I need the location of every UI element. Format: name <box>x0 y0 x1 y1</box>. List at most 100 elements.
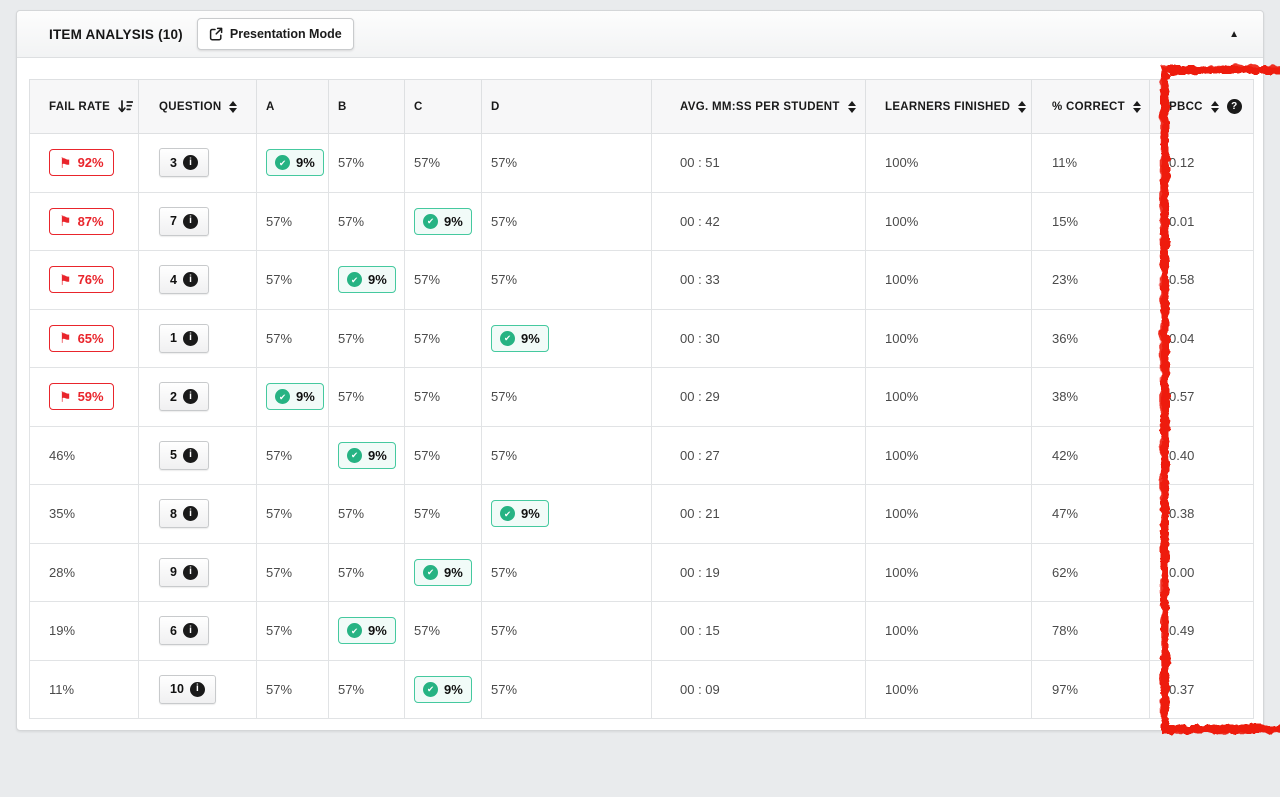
pbcc-value: 0.40 <box>1169 447 1195 463</box>
check-circle-icon: ✔ <box>423 213 438 229</box>
answer-d-cell: 57% <box>481 133 652 193</box>
flag-icon: ⚑ <box>59 271 72 288</box>
answer-value: 9% <box>368 623 387 639</box>
check-circle-icon: ✔ <box>275 389 290 405</box>
answer-value: 57% <box>338 389 365 405</box>
fail-rate-value: 59% <box>77 389 104 405</box>
fail-rate-flagged-badge: ⚑ 59% <box>49 383 114 411</box>
answer-value: 57% <box>491 623 518 639</box>
column-header-pbcc[interactable]: PBCC? <box>1149 79 1254 134</box>
pct-correct-cell: 15% <box>1031 191 1150 251</box>
question-number: 9 <box>170 565 177 580</box>
column-header-avg_time[interactable]: AVG. MM:SS PER STUDENT <box>651 79 866 134</box>
answer-a-cell: ✔ 9% <box>256 367 329 427</box>
question-number: 2 <box>170 389 177 404</box>
avg-time-value: 00 : 30 <box>680 330 720 346</box>
question-button[interactable]: 10 i <box>159 674 216 704</box>
fail-rate-value: 92% <box>77 155 104 171</box>
answer-value: 57% <box>491 155 518 171</box>
pbcc-value: 0.49 <box>1169 623 1195 639</box>
answer-value: 57% <box>414 447 441 463</box>
answer-d-cell: 57% <box>481 367 652 427</box>
check-circle-icon: ✔ <box>347 447 362 463</box>
answer-a-cell: 57% <box>256 250 329 310</box>
column-header-d: D <box>481 79 652 134</box>
learners-finished-cell: 100% <box>865 601 1032 661</box>
fail-rate-value: 65% <box>77 330 104 346</box>
answer-value: 57% <box>414 389 441 405</box>
answer-value: 9% <box>521 506 540 522</box>
avg-time-value: 00 : 51 <box>680 155 720 171</box>
answer-value: 9% <box>296 155 315 171</box>
answer-a-cell: ✔ 9% <box>256 133 329 193</box>
table-row: ⚑ 92% 3 i ✔ 9% 57% 57% 57% 00 : 51 100% 11% 0.12 <box>29 133 1254 193</box>
answer-c-cell: ✔ 9% <box>404 191 482 251</box>
answer-d-cell: 57% <box>481 601 652 661</box>
learners-finished-value: 100% <box>885 155 919 171</box>
avg-time-value: 00 : 42 <box>680 213 720 229</box>
column-header-pct_correct[interactable]: % CORRECT <box>1031 79 1150 134</box>
learners-finished-cell: 100% <box>865 425 1032 485</box>
pct-correct-cell: 36% <box>1031 308 1150 368</box>
correct-answer-badge: ✔ 9% <box>338 441 396 469</box>
avg-time-cell: 00 : 19 <box>651 542 866 602</box>
column-header-learners_finished[interactable]: LEARNERS FINISHED <box>865 79 1032 134</box>
pct-correct-value: 47% <box>1052 506 1079 522</box>
question-number: 1 <box>170 331 177 346</box>
column-header-fail_rate[interactable]: FAIL RATE <box>29 79 139 134</box>
column-label-b: B <box>338 100 347 113</box>
answer-value: 57% <box>266 330 293 346</box>
pct-correct-value: 78% <box>1052 623 1079 639</box>
table-row: 11% 10 i 57% 57% ✔ 9% 57% 00 : 09 100% 97% 0.37 <box>29 659 1254 719</box>
answer-value: 9% <box>444 564 463 580</box>
column-label-learners_finished: LEARNERS FINISHED <box>885 100 1011 113</box>
table-row: 28% 9 i 57% 57% ✔ 9% 57% 00 : 19 100% 62% 0.00 <box>29 542 1254 602</box>
learners-finished-cell: 100% <box>865 191 1032 251</box>
answer-value: 57% <box>491 564 518 580</box>
answer-value: 57% <box>414 623 441 639</box>
question-circle-icon[interactable]: ? <box>1226 99 1242 114</box>
sort-updown-icon <box>1210 100 1219 113</box>
column-header-b: B <box>328 79 405 134</box>
avg-time-cell: 00 : 09 <box>651 659 866 719</box>
presentation-mode-button[interactable]: Presentation Mode <box>196 18 354 50</box>
pbcc-value: 0.01 <box>1169 213 1195 229</box>
answer-value: 57% <box>414 330 441 346</box>
pct-correct-value: 38% <box>1052 389 1079 405</box>
learners-finished-value: 100% <box>885 389 919 405</box>
caret-up-icon[interactable]: ▲ <box>1229 28 1239 40</box>
check-circle-icon: ✔ <box>423 564 438 580</box>
question-number: 7 <box>170 214 177 229</box>
column-header-question[interactable]: QUESTION <box>138 79 257 134</box>
avg-time-cell: 00 : 29 <box>651 367 866 427</box>
pct-correct-cell: 47% <box>1031 484 1150 544</box>
question-number: 4 <box>170 272 177 287</box>
avg-time-cell: 00 : 33 <box>651 250 866 310</box>
table-row: 19% 6 i 57% ✔ 9% 57% 57% 00 : 15 100% 78% 0.49 <box>29 601 1254 661</box>
answer-a-cell: 57% <box>256 659 329 719</box>
pct-correct-value: 11% <box>1052 155 1078 171</box>
answer-b-cell: ✔ 9% <box>328 425 405 485</box>
avg-time-cell: 00 : 51 <box>651 133 866 193</box>
avg-time-value: 00 : 29 <box>680 389 720 405</box>
answer-value: 57% <box>266 506 293 522</box>
info-circle-icon: i <box>182 447 198 463</box>
fail-rate-value: 19% <box>49 623 76 639</box>
info-circle-icon: i <box>182 330 198 346</box>
answer-value: 57% <box>414 155 441 171</box>
item-analysis-panel: ITEM ANALYSIS (10) Presentation Mode ▲ <box>16 10 1280 733</box>
question-number: 5 <box>170 448 177 463</box>
table-row: 46% 5 i 57% ✔ 9% 57% 57% 00 : 27 100% 42% 0.40 <box>29 425 1254 485</box>
learners-finished-cell: 100% <box>865 250 1032 310</box>
fail-rate-value: 28% <box>49 564 76 580</box>
